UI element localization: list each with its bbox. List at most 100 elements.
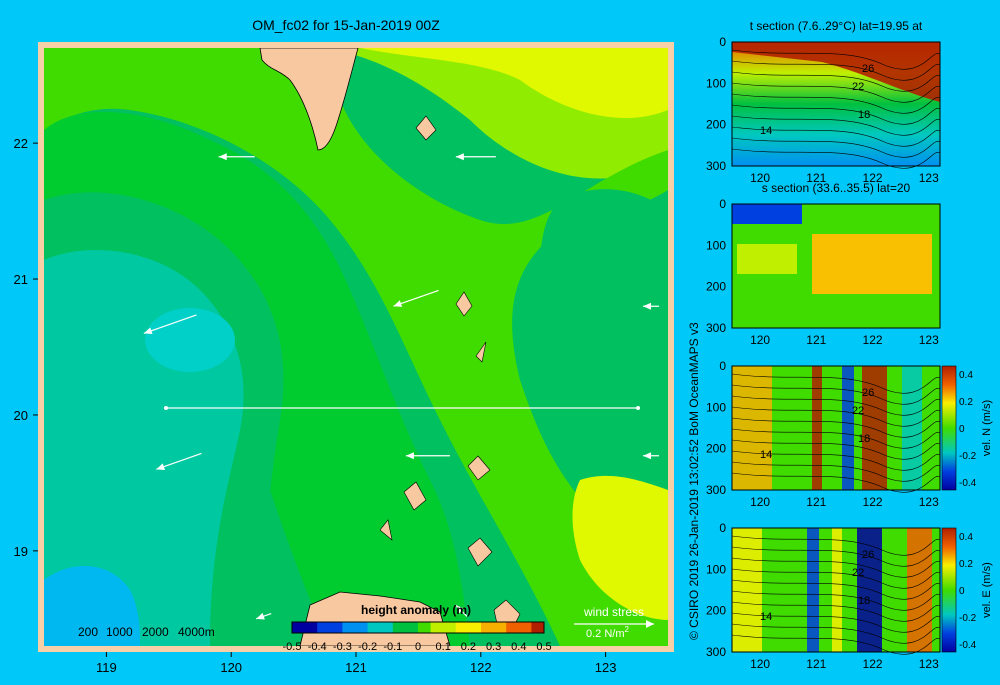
side-panel-title: s section (33.6..35.5) lat=20 <box>762 181 911 195</box>
side-y-tick-label: 0 <box>719 359 726 373</box>
side-y-tick-label: 300 <box>706 645 726 659</box>
wind-vector-head <box>143 327 153 335</box>
side-y-tick-label: 200 <box>706 280 726 294</box>
contour-line <box>731 373 941 394</box>
contour-line <box>731 546 941 567</box>
side-y-tick-label: 100 <box>706 238 726 252</box>
colorbar-label: 0 <box>415 641 421 653</box>
velocity-colorbar-label: -0.2 <box>959 451 977 462</box>
side-x-tick-label: 121 <box>806 333 826 347</box>
colorbar-segment <box>405 622 419 633</box>
wind-vector <box>143 314 197 334</box>
contour-label: 18 <box>858 595 870 607</box>
wind-vector-head <box>156 463 166 470</box>
contour-line <box>731 568 941 589</box>
credit-text: © CSIRO 2019 26-Jan-2019 13:02:52 BoM Oc… <box>687 322 701 640</box>
contour-line <box>731 384 941 405</box>
colorbar-border <box>291 621 545 634</box>
main-y-tick-label: 21 <box>14 272 28 287</box>
contour-label: 26 <box>862 549 874 561</box>
main-y-tick-label: 22 <box>14 136 28 151</box>
velocity-band <box>807 528 819 652</box>
colorbar-segment <box>418 622 432 633</box>
contour-line <box>731 395 941 416</box>
land-island-3 <box>475 341 487 363</box>
velocity-colorbar-label: 0.4 <box>959 370 973 381</box>
side-y-tick-label: 100 <box>706 76 726 90</box>
side-x-tick-label: 123 <box>919 495 939 509</box>
contour-label: 22 <box>852 81 864 93</box>
contour-line <box>731 623 941 644</box>
velocity-colorbar-label: -0.4 <box>959 478 977 489</box>
section-line-start <box>164 406 168 410</box>
colorbar-segment <box>292 622 306 633</box>
side-y-tick-label: 200 <box>706 604 726 618</box>
side-y-tick-label: 300 <box>706 483 726 497</box>
depth-legend-200: 200 <box>78 625 98 639</box>
wind-stress-label: wind stress <box>583 605 644 619</box>
side-y-tick-label: 0 <box>719 35 726 49</box>
velocity-colorbar-label: 0 <box>959 586 965 597</box>
velocity-colorbar-label: 0.4 <box>959 532 973 543</box>
velocity-colorbar-label: 0 <box>959 424 965 435</box>
main-y-tick-label: 20 <box>14 408 28 423</box>
main-map-y-ticks: 22 21 20 19 <box>14 136 38 559</box>
velocity-colorbar-label: 0.2 <box>959 397 973 408</box>
velocity-band <box>862 366 887 490</box>
wind-vector-head <box>405 452 414 460</box>
contour-line <box>731 82 941 103</box>
side-x-tick-label: 121 <box>806 495 826 509</box>
contour-label: 14 <box>760 449 772 461</box>
side-y-tick-label: 0 <box>719 521 726 535</box>
main-x-tick-label: 120 <box>220 660 242 675</box>
main-x-tick-label: 121 <box>345 660 367 675</box>
side-panel-title: t section (7.6..29°C) lat=19.95 at <box>750 19 923 33</box>
side-y-tick-label: 100 <box>706 562 726 576</box>
contour-label: 18 <box>858 433 870 445</box>
contour-label: 26 <box>862 63 874 75</box>
colorbar-segment <box>443 622 457 633</box>
colorbar-segment <box>392 622 406 633</box>
side-x-tick-label: 121 <box>806 171 826 185</box>
side-y-tick-label: 200 <box>706 442 726 456</box>
contour-line <box>731 137 941 158</box>
contour-line <box>731 428 941 449</box>
main-y-tick-label: 19 <box>14 544 28 559</box>
contour-label: 18 <box>858 109 870 121</box>
side-x-tick-label: 123 <box>919 171 939 185</box>
land-island-7 <box>379 519 393 541</box>
velocity-colorbar-label: -0.2 <box>959 613 977 624</box>
land-taiwan <box>259 48 359 151</box>
colorbar-segment <box>518 622 532 633</box>
colorbar-segment <box>531 622 545 633</box>
velocity-colorbar-title: vel. E (m/s) <box>981 562 993 618</box>
colorbar-label: 0.4 <box>511 641 526 653</box>
wind-vector-head <box>643 452 652 460</box>
contour-line <box>731 417 941 438</box>
land-island-5 <box>403 481 427 511</box>
contour-line <box>731 472 941 493</box>
contour-line <box>731 148 941 169</box>
ocean-level-yellow <box>360 48 668 119</box>
eddy-centre <box>145 308 235 372</box>
height-anomaly-map <box>44 48 668 646</box>
side-y-tick-label: 0 <box>719 197 726 211</box>
wind-stress-arrow-head <box>646 620 654 628</box>
contour-line <box>731 601 941 622</box>
colorbar-label: -0.3 <box>333 641 352 653</box>
colorbar-segment <box>380 622 394 633</box>
contour-line <box>731 104 941 125</box>
colorbar-segment <box>355 622 369 633</box>
contour-line <box>731 450 941 471</box>
contour-line <box>731 612 941 633</box>
wind-vector-head <box>256 612 265 620</box>
contour-line <box>731 439 941 460</box>
side-panel-4: 26 22 18 14 0 100 200 300 120 121 122 123 0.4 0.2 0 -0.… <box>706 521 993 671</box>
side-x-tick-label: 120 <box>750 657 770 671</box>
contour-label: 14 <box>760 611 772 623</box>
side-x-tick-label: 120 <box>750 495 770 509</box>
warm-layer <box>732 42 940 102</box>
ocean-level-light-green <box>44 48 668 646</box>
